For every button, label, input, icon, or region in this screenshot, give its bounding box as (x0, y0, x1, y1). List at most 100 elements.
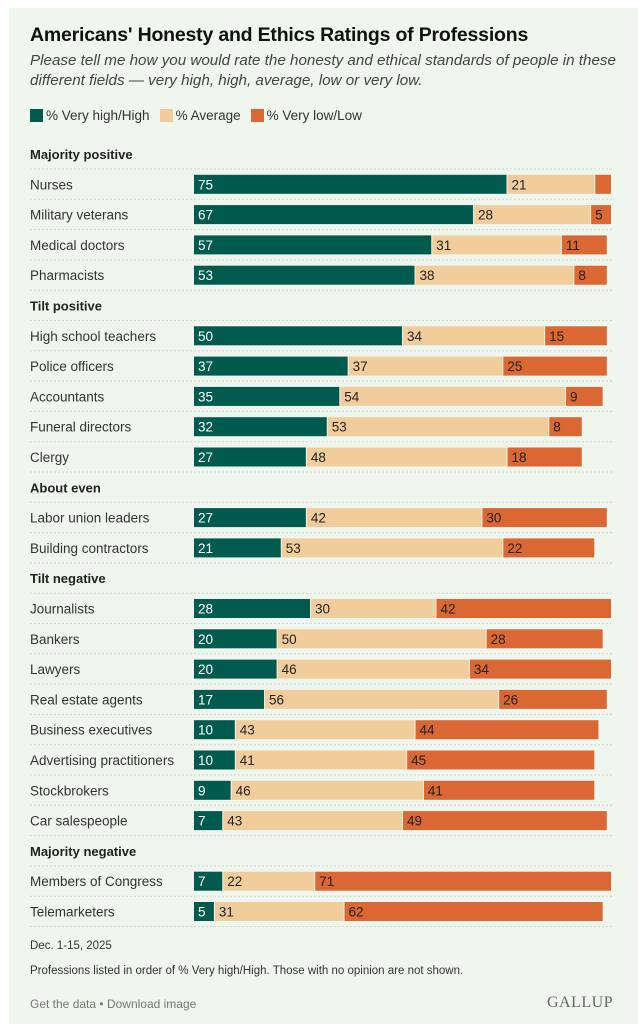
data-label-high: 75 (198, 177, 213, 192)
data-label-low: 11 (566, 238, 580, 253)
bar-segment-low (574, 265, 607, 285)
footer-links: Get the data • Download image (30, 997, 196, 1011)
bar-segment-high (194, 720, 235, 740)
bar-segment-low (503, 356, 607, 376)
survey-date: Dec. 1-15, 2025 (30, 940, 112, 952)
bar-segment-average (403, 326, 545, 346)
row-label: Car salespeople (30, 814, 128, 829)
data-label-average: 48 (311, 450, 326, 465)
bar-segment-high (194, 750, 235, 770)
bar-segment-average (348, 356, 503, 376)
bar-segment-low (344, 902, 603, 921)
data-label-average: 54 (344, 389, 360, 404)
row-label: Accountants (30, 389, 105, 404)
get-data-link[interactable]: Get the data (30, 997, 97, 1011)
data-label-low: 9 (570, 389, 578, 404)
data-label-high: 37 (198, 359, 213, 374)
bar-segment-high (194, 902, 214, 921)
data-label-high: 57 (198, 238, 213, 253)
bar-segment-low (595, 174, 611, 194)
bar-segment-high (194, 538, 281, 558)
row-label: Lawyers (30, 662, 81, 677)
row-label: Military veterans (30, 208, 129, 223)
bar-segment-low (545, 326, 607, 346)
bar-segment-low (499, 689, 607, 709)
data-label-average: 41 (240, 753, 255, 768)
legend-swatch-average (159, 109, 173, 122)
link-separator: • (99, 997, 104, 1011)
bar-segment-low (469, 659, 611, 679)
bar-segment-high (194, 174, 507, 194)
bar-segment-average (214, 902, 344, 921)
legend-item-low: % Very low/Low (250, 108, 362, 123)
row-label: Police officers (30, 359, 114, 374)
data-label-high: 27 (198, 511, 213, 526)
bar-segment-low (591, 205, 611, 225)
legend-swatch-low (250, 109, 264, 122)
data-label-low: 8 (553, 420, 561, 435)
data-label-average: 43 (227, 814, 242, 829)
data-label-high: 35 (198, 389, 213, 404)
bar-segment-average (327, 417, 549, 437)
row-label: Stockbrokers (30, 783, 109, 798)
bar-segment-average (265, 689, 499, 709)
bar-segment-average (311, 599, 436, 618)
group-label: Majority negative (30, 844, 136, 859)
chart-subtitle: Please tell me how you would rate the ho… (30, 52, 616, 89)
download-image-link[interactable]: Download image (106, 997, 197, 1011)
bar-segment-average (306, 447, 507, 467)
bar-segment-high (194, 780, 231, 800)
data-label-high: 7 (198, 814, 206, 829)
gallup-logo: GALLUP (547, 994, 614, 1011)
bar-segment-high (194, 356, 348, 376)
data-label-average: 22 (227, 874, 242, 889)
bar-segment-average (235, 750, 407, 770)
legend-swatch-high (30, 109, 43, 122)
data-label-high: 5 (198, 905, 206, 920)
data-label-low: 42 (440, 602, 455, 617)
chart-title: Americans' Honesty and Ethics Ratings of… (30, 24, 529, 46)
data-label-high: 28 (198, 602, 213, 617)
bar-segment-average (432, 235, 561, 255)
data-label-low: 18 (512, 450, 527, 465)
data-label-high: 9 (198, 783, 206, 798)
group-label: Tilt negative (30, 571, 106, 586)
bar-segment-average (340, 386, 566, 406)
row-label: Members of Congress (30, 874, 163, 889)
data-label-average: 53 (332, 420, 347, 435)
bar-segment-low (423, 780, 595, 800)
data-label-high: 20 (198, 632, 213, 647)
bar-segment-low (315, 871, 611, 891)
row-label: Clergy (30, 450, 69, 465)
bar-segment-high (194, 386, 340, 406)
bar-segment-high (194, 811, 223, 831)
bar-segment-low (482, 508, 607, 528)
data-label-low: 45 (411, 753, 426, 768)
bar-segment-low (503, 538, 595, 558)
bar-segment-average (306, 508, 482, 528)
row-label: High school teachers (30, 329, 156, 344)
bar-segment-high (194, 508, 306, 528)
data-label-high: 50 (198, 329, 213, 344)
bar-segment-high (194, 447, 306, 467)
row-label: Pharmacists (30, 268, 105, 283)
data-label-average: 42 (311, 511, 326, 526)
bar-segment-low (549, 417, 582, 437)
bar-segment-average (235, 720, 415, 740)
legend-item-average: % Average (159, 108, 241, 123)
bar-segment-low (407, 750, 595, 770)
data-label-high: 67 (198, 208, 213, 223)
data-label-high: 32 (198, 420, 213, 435)
row-label: Business executives (30, 723, 153, 738)
row-label: Journalists (30, 602, 95, 617)
legend-item-high: % Very high/High (30, 108, 150, 123)
bar-segment-high (194, 326, 402, 346)
bar-segment-low (507, 447, 582, 467)
data-label-low: 62 (348, 905, 363, 920)
data-label-average: 38 (420, 268, 435, 283)
bar-segment-high (194, 659, 277, 679)
group-label: Majority positive (30, 147, 133, 162)
row-label: Bankers (30, 632, 80, 647)
bar-segment-average (223, 871, 315, 891)
